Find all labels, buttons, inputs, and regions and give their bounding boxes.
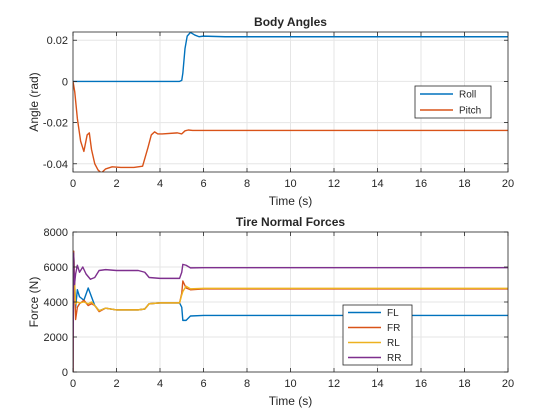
legend-entry-rr: RR [387, 353, 401, 364]
legend: FL FR RL RR [342, 304, 413, 366]
x-tick-label: 20 [502, 378, 514, 390]
y-axis-label: Angle (rad) [27, 72, 41, 131]
series-line-rr [73, 252, 508, 372]
legend-entry-pitch: Pitch [459, 106, 481, 117]
x-tick-label: 18 [458, 378, 470, 390]
x-tick-label: 2 [113, 178, 119, 190]
legend-entry-rl: RL [387, 338, 400, 349]
legend-box [342, 304, 413, 366]
y-tick-label: 4000 [44, 297, 68, 309]
y-tick-label: 6000 [44, 262, 68, 274]
x-tick-label: 16 [415, 378, 427, 390]
series-line-rl [73, 252, 508, 372]
y-tick-label: 0 [62, 76, 68, 88]
legend: Roll Pitch [414, 85, 492, 119]
legend-entry-fl: FL [387, 308, 399, 319]
x-tick-label: 2 [113, 378, 119, 390]
legend-entry-roll: Roll [459, 90, 476, 101]
x-tick-label: 8 [244, 378, 250, 390]
x-tick-label: 10 [284, 178, 296, 190]
chart-1: 0 2 4 6 8 10 12 14 16 18 20 0 2000 4000 6000 8000 Tire N… [27, 215, 514, 408]
x-axis-label: Time (s) [269, 194, 313, 208]
series-line-pitch [73, 81, 508, 172]
x-tick-label: 0 [70, 178, 76, 190]
x-tick-label: 16 [415, 178, 427, 190]
x-tick-label: 12 [328, 378, 340, 390]
x-tick-label: 0 [70, 378, 76, 390]
y-tick-label: 0.02 [47, 35, 68, 47]
chart-title: Tire Normal Forces [236, 215, 345, 229]
legend-entry-fr: FR [387, 323, 400, 334]
y-tick-label: 8000 [44, 227, 68, 239]
series-line-roll [73, 32, 508, 83]
x-tick-label: 12 [328, 178, 340, 190]
x-tick-label: 6 [200, 178, 206, 190]
y-axis-label: Force (N) [27, 277, 41, 328]
chart-0: 0 2 4 6 8 10 12 14 16 18 20 -0.04 -0.02 0 0.02 Body Ang… [27, 15, 514, 208]
x-tick-label: 4 [157, 378, 163, 390]
chart-title: Body Angles [254, 15, 327, 29]
x-axis-label: Time (s) [269, 394, 313, 408]
legend-box [414, 85, 492, 119]
y-tick-label: -0.02 [43, 118, 68, 130]
x-tick-label: 18 [458, 178, 470, 190]
y-tick-label: 2000 [44, 332, 68, 344]
x-tick-label: 8 [244, 178, 250, 190]
x-tick-label: 4 [157, 178, 163, 190]
x-tick-label: 14 [371, 178, 383, 190]
y-tick-label: 0 [62, 367, 68, 379]
x-tick-label: 20 [502, 178, 514, 190]
y-tick-label: -0.04 [43, 159, 68, 171]
x-tick-label: 14 [371, 378, 383, 390]
x-tick-label: 6 [200, 378, 206, 390]
x-tick-label: 10 [284, 378, 296, 390]
